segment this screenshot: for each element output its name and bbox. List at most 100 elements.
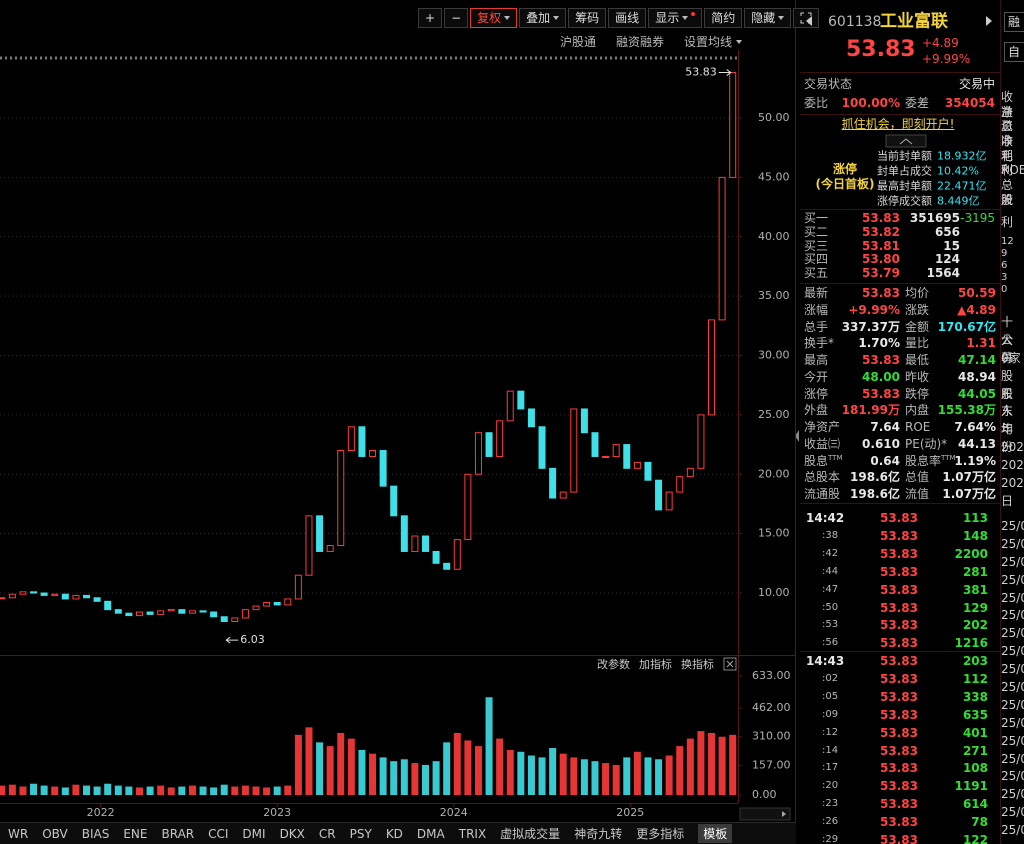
- volume-menu-item[interactable]: 换指标: [681, 657, 714, 671]
- button-label: 隐藏: [751, 11, 776, 25]
- volume-bar: [411, 763, 419, 795]
- indicator-tab[interactable]: TRIX: [458, 826, 487, 841]
- volume-bar: [199, 786, 207, 795]
- indicator-tab[interactable]: PSY: [349, 826, 372, 841]
- y-tick-label: 25.00: [758, 408, 790, 421]
- volume-menu-item[interactable]: 加指标: [639, 657, 672, 671]
- indicator-tab[interactable]: ENE: [123, 826, 148, 841]
- trade-time: 14:42: [806, 511, 845, 525]
- promo-link[interactable]: 抓住机会，即刻开户!: [841, 117, 955, 131]
- side-button[interactable]: 融: [1004, 12, 1024, 32]
- indicator-tab[interactable]: CCI: [208, 826, 229, 841]
- stat-label: 总值: [905, 470, 930, 485]
- hide-button[interactable]: 隐藏: [744, 8, 792, 28]
- stat-value: ▲4.89: [957, 302, 996, 317]
- next-arrow[interactable]: [986, 16, 992, 26]
- stat-label: 净资产: [804, 420, 841, 434]
- candle: [358, 426, 366, 457]
- candle: [199, 610, 207, 613]
- zoom-out-button[interactable]: −: [444, 8, 469, 28]
- indicator-tab[interactable]: 更多指标: [636, 827, 685, 841]
- button-label: 筹码: [575, 11, 600, 25]
- fullscreen-button[interactable]: [793, 8, 820, 28]
- scroll-area[interactable]: [739, 807, 791, 821]
- bid-volume: 656: [934, 224, 960, 239]
- trade-volume: 271: [962, 743, 988, 758]
- link[interactable]: 设置均线: [684, 35, 733, 49]
- holder-item: 202: [1001, 476, 1024, 491]
- volume-bar: [284, 785, 292, 795]
- stat-label: 涨停: [804, 386, 829, 401]
- link[interactable]: 融资融券: [616, 35, 665, 49]
- stat-label: 昨收: [905, 369, 930, 384]
- candle: [8, 593, 16, 599]
- button-label: 画线: [615, 11, 640, 25]
- stat-label: 总股本: [804, 470, 841, 485]
- indicator-tab[interactable]: 模板: [698, 824, 733, 843]
- link-group[interactable]: 设置均线: [684, 33, 743, 50]
- candle: [294, 574, 302, 600]
- indicator-tab[interactable]: BIAS: [81, 826, 110, 841]
- volume-bar: [400, 759, 408, 795]
- candle: [432, 550, 440, 564]
- collapse-button[interactable]: [885, 134, 927, 148]
- volume-menu-item[interactable]: 改参数: [597, 657, 630, 671]
- volume-bar: [316, 742, 324, 795]
- candle: [718, 176, 726, 321]
- trade-time: :14: [822, 744, 839, 756]
- caret: [553, 16, 560, 20]
- indicator-tab[interactable]: DKX: [279, 826, 305, 841]
- volume-bar: [178, 786, 186, 795]
- indicator-tab[interactable]: OBV: [42, 826, 68, 841]
- volume-bar: [83, 785, 91, 795]
- stat-value: 198.6亿: [850, 487, 900, 501]
- candle: [19, 591, 27, 595]
- y-tick-label: 0.00: [752, 788, 777, 801]
- indicator-tab[interactable]: DMA: [416, 826, 445, 841]
- stat-label: 收益㈢: [804, 436, 841, 451]
- indicator-tab[interactable]: DMI: [242, 826, 266, 841]
- button-label: 叠加: [526, 11, 551, 25]
- candle: [241, 609, 249, 619]
- volume-bar: [527, 755, 535, 795]
- candle: [316, 515, 324, 552]
- holder-item: 年份: [1001, 422, 1014, 455]
- panel-toggle[interactable]: [796, 430, 799, 442]
- trade-price: 53.83: [880, 528, 918, 543]
- adjust-button[interactable]: 复权: [470, 8, 518, 28]
- indicator-tab[interactable]: KD: [385, 826, 403, 841]
- indicator-tab[interactable]: WR: [8, 826, 29, 841]
- x-tick-label: 2025: [616, 806, 644, 819]
- trade-price: 53.83: [880, 618, 918, 633]
- link[interactable]: 沪股通: [560, 35, 597, 49]
- date-item: 25/0: [1001, 554, 1024, 569]
- indicator-tab[interactable]: CR: [318, 826, 336, 841]
- zoom-in-button[interactable]: +: [418, 8, 443, 28]
- side-button[interactable]: 自: [1004, 42, 1024, 62]
- bid-level: 买一: [804, 211, 829, 225]
- caret: [778, 16, 785, 20]
- indicator-tab[interactable]: 虚拟成交量: [500, 827, 561, 841]
- simple-button[interactable]: 简约: [704, 8, 743, 28]
- draw-button[interactable]: 画线: [608, 8, 647, 28]
- prev-arrow[interactable]: [806, 16, 812, 26]
- candle: [167, 609, 175, 612]
- y-tick-label: 10.00: [758, 586, 790, 599]
- display-button[interactable]: 显示: [648, 8, 703, 28]
- candle: [369, 450, 377, 457]
- chips-button[interactable]: 筹码: [568, 8, 607, 28]
- indicator-tab[interactable]: 神奇九转: [574, 827, 623, 841]
- overlay-button[interactable]: 叠加: [519, 8, 567, 28]
- date-item: 25/0: [1001, 697, 1024, 712]
- candle: [527, 408, 535, 428]
- bid-level: 买四: [804, 252, 829, 267]
- indicator-tab[interactable]: BRAR: [161, 826, 195, 841]
- finance-item-list: 收益净资总收净利毛利ROE总股流通: [1001, 90, 1024, 208]
- close-button[interactable]: [723, 657, 737, 671]
- limit-up-label: 当前封单额: [877, 149, 932, 163]
- volume-bar: [517, 751, 525, 795]
- scroll-arrow[interactable]: [782, 811, 786, 817]
- button-label: 简约: [711, 11, 736, 25]
- x-tick-label: 2022: [87, 806, 115, 819]
- volume-bar: [612, 764, 620, 795]
